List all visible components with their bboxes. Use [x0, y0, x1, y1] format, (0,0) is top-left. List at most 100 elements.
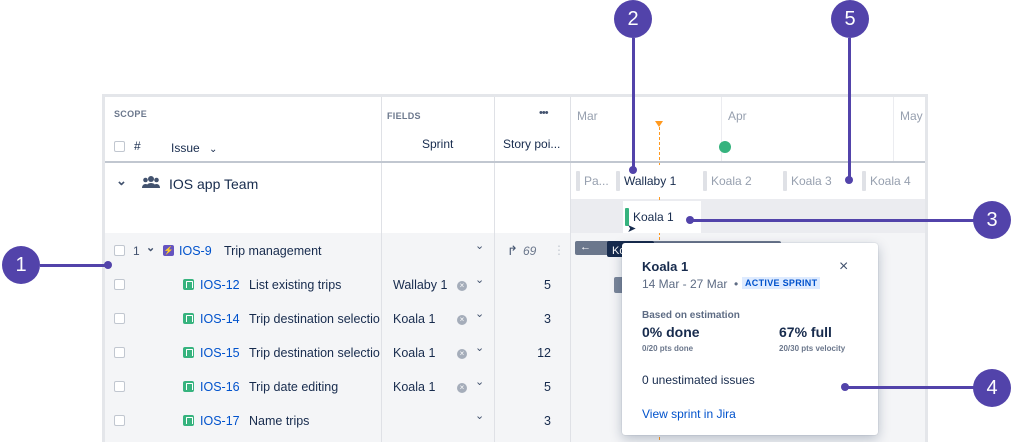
team-name: IOS app Team [169, 176, 259, 192]
points-cell[interactable]: 5 [544, 278, 551, 292]
sprint-column: FIELDS Sprint ⌄ Wallaby 1 × ⌄ Koala 1 × … [381, 97, 494, 442]
table-row[interactable]: IOS-17 Name trips [105, 405, 570, 439]
issue-key[interactable]: IOS-9 [179, 244, 212, 258]
chevron-down-icon[interactable]: ⌄ [475, 410, 485, 422]
callout-1: 1 [2, 246, 40, 284]
fields-header: FIELDS [387, 111, 421, 121]
row-checkbox[interactable] [114, 381, 125, 392]
callout-5-dot [845, 176, 853, 184]
estimation-label: Based on estimation [642, 310, 740, 321]
chevron-down-icon[interactable]: ⌄ [475, 376, 485, 388]
story-icon [183, 313, 194, 324]
release-marker-icon[interactable] [719, 141, 731, 153]
month-divider [893, 97, 894, 161]
sprint-tab[interactable]: Pa... [576, 167, 614, 195]
sprint-tab[interactable]: Koala 4 [862, 167, 925, 195]
points-cell[interactable]: 12 [537, 346, 551, 360]
scope-column: SCOPE # Issue ⌄ ⌄ IOS app Team [105, 97, 381, 442]
callout-4-line [845, 386, 974, 389]
chevron-down-icon: ⌄ [209, 144, 218, 155]
status-badge: ACTIVE SPRINT [742, 277, 821, 289]
callout-3: 3 [973, 201, 1011, 239]
points-cell[interactable]: 3 [544, 312, 551, 326]
row-checkbox[interactable] [114, 245, 125, 256]
table-row[interactable]: IOS-15 Trip destination selection [105, 337, 570, 371]
story-points-header[interactable]: Story poi... [503, 137, 561, 151]
row-number: 1 [133, 244, 140, 258]
callout-4-dot [841, 383, 849, 391]
issue-key[interactable]: IOS-14 [200, 312, 240, 326]
sprint-tab-active[interactable]: Wallaby 1 [616, 167, 681, 195]
issue-title: List existing trips [249, 278, 342, 292]
issue-key[interactable]: IOS-17 [200, 414, 240, 428]
chevron-down-icon[interactable]: ⌄ [475, 342, 485, 354]
issue-key[interactable]: IOS-16 [200, 380, 240, 394]
chevron-down-icon[interactable]: ⌄ [475, 240, 485, 252]
callout-2-dot [629, 166, 637, 174]
header-divider [105, 161, 925, 163]
select-all-checkbox[interactable] [114, 141, 125, 152]
story-icon [183, 415, 194, 426]
clear-icon[interactable]: × [457, 281, 467, 291]
table-row[interactable]: IOS-12 List existing trips [105, 269, 570, 303]
row-checkbox[interactable] [114, 279, 125, 290]
issue-title: Trip destination selection [249, 312, 380, 326]
issue-key[interactable]: IOS-12 [200, 278, 240, 292]
sprint-cell[interactable]: Koala 1 [393, 346, 436, 360]
chevron-down-icon[interactable]: ⌄ [475, 274, 485, 286]
points-cell[interactable]: 3 [544, 414, 551, 428]
issue-title: Trip destination selection [249, 346, 380, 360]
issue-header[interactable]: Issue ⌄ [171, 141, 217, 155]
table-row[interactable]: IOS-16 Trip date editing [105, 371, 570, 405]
issue-title: Trip management [224, 244, 322, 258]
sprint-popover: Koala 1 × 14 Mar - 27 Mar • ACTIVE SPRIN… [622, 243, 878, 435]
done-points: 0/20 pts done [642, 344, 694, 353]
story-icon [183, 381, 194, 392]
sprint-tab[interactable]: Koala 2 [703, 167, 775, 195]
row-checkbox[interactable] [114, 415, 125, 426]
sprint-lane-label: Koala 1 [633, 210, 674, 224]
more-options-icon[interactable]: ••• [539, 107, 549, 119]
sprint-header[interactable]: Sprint [422, 137, 454, 151]
sprint-tab[interactable]: Koala 3 [783, 167, 855, 195]
clear-icon[interactable]: × [457, 383, 467, 393]
row-checkbox[interactable] [114, 313, 125, 324]
story-icon [183, 347, 194, 358]
month-label: Mar [577, 109, 598, 123]
points-divider-icon: ⋮ [553, 243, 565, 257]
rollup-arrow-icon: ↱ [507, 243, 518, 258]
callout-2: 2 [614, 0, 652, 38]
sprint-cell[interactable]: Koala 1 [393, 380, 436, 394]
callout-1-dot [104, 261, 112, 269]
clear-icon[interactable]: × [457, 315, 467, 325]
popover-dates: 14 Mar - 27 Mar [642, 277, 728, 291]
issue-title: Name trips [249, 414, 310, 428]
callout-4: 4 [973, 369, 1011, 407]
close-icon[interactable]: × [839, 258, 849, 275]
month-divider [721, 97, 722, 161]
sprint-lane-marker [625, 208, 629, 226]
callout-3-dot [686, 216, 694, 224]
done-percent: 0% done [642, 324, 700, 340]
issue-key[interactable]: IOS-15 [200, 346, 240, 360]
team-icon [142, 175, 160, 189]
scope-header: SCOPE [114, 109, 148, 119]
story-icon [183, 279, 194, 290]
row-checkbox[interactable] [114, 347, 125, 358]
clear-icon[interactable]: × [457, 349, 467, 359]
points-cell[interactable]: 5 [544, 380, 551, 394]
arrow-left-icon: ← [580, 241, 591, 253]
chevron-down-icon[interactable]: ⌄ [475, 308, 485, 320]
sprint-lane-bar[interactable]: Koala 1 [623, 201, 701, 233]
callout-5: 5 [831, 0, 869, 38]
issue-title: Trip date editing [249, 380, 339, 394]
unestimated-issues: 0 unestimated issues [642, 373, 755, 387]
view-sprint-link[interactable]: View sprint in Jira [642, 407, 736, 421]
table-row[interactable]: IOS-14 Trip destination selection [105, 303, 570, 337]
epic-row[interactable]: 1 ⌄ ⚡ IOS-9 Trip management [105, 235, 570, 269]
sprint-cell[interactable]: Koala 1 [393, 312, 436, 326]
sprint-cell[interactable]: Wallaby 1 [393, 278, 448, 292]
cursor-icon: ➤ [627, 223, 637, 235]
collapse-chevron-icon[interactable]: ⌄ [116, 173, 127, 188]
expand-chevron-icon[interactable]: ⌄ [146, 242, 156, 254]
